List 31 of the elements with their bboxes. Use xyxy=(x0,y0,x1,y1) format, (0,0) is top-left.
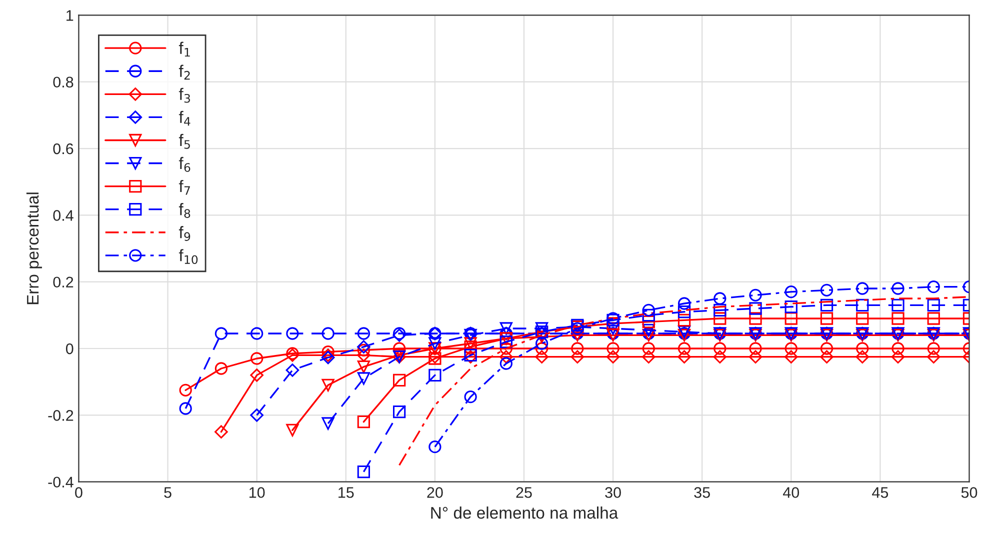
legend-label: f$_{8}$ xyxy=(178,203,190,218)
x-tick-label: 50 xyxy=(961,487,978,498)
x-tick-label: 25 xyxy=(516,487,532,498)
legend-label: f$_{9}$ xyxy=(178,226,190,242)
legend-label: f$_{6}$ xyxy=(178,156,190,172)
y-tick-label: 0.2 xyxy=(53,276,74,288)
x-tick-label: 5 xyxy=(164,487,172,498)
y-tick-label: 0 xyxy=(66,343,74,354)
x-tick-label: 45 xyxy=(872,487,888,498)
legend-label: f$_{3}$ xyxy=(178,88,190,103)
y-tick-label: 0.6 xyxy=(53,143,74,154)
x-tick-label: 30 xyxy=(605,487,621,498)
y-tick-label: -0.2 xyxy=(48,410,74,421)
x-tick-label: 15 xyxy=(338,487,354,498)
legend-label: f$_{1}$ xyxy=(178,42,190,57)
x-tick-label: 20 xyxy=(427,487,443,498)
legend-label: f$_{2}$ xyxy=(178,64,190,80)
y-tick-label: 1 xyxy=(66,10,74,21)
x-tick-label: 35 xyxy=(694,487,710,498)
y-tick-label: 0.8 xyxy=(53,76,74,88)
x-tick-label: 40 xyxy=(782,487,800,498)
legend-label: f$_{4}$ xyxy=(178,110,190,126)
y-axis-title: Erro percentual xyxy=(26,192,42,304)
x-axis-title: N° de elemento na malha xyxy=(431,506,618,519)
x-tick-label: 0 xyxy=(75,487,82,498)
legend-label: f$_{7}$ xyxy=(178,180,190,195)
y-tick-label: -0.4 xyxy=(48,476,74,488)
legend-label: f$_{10}$ xyxy=(178,249,198,264)
x-tick-label: 10 xyxy=(249,487,265,498)
legend-label: f$_{5}$ xyxy=(178,134,190,149)
y-tick-label: 0.4 xyxy=(53,210,74,221)
